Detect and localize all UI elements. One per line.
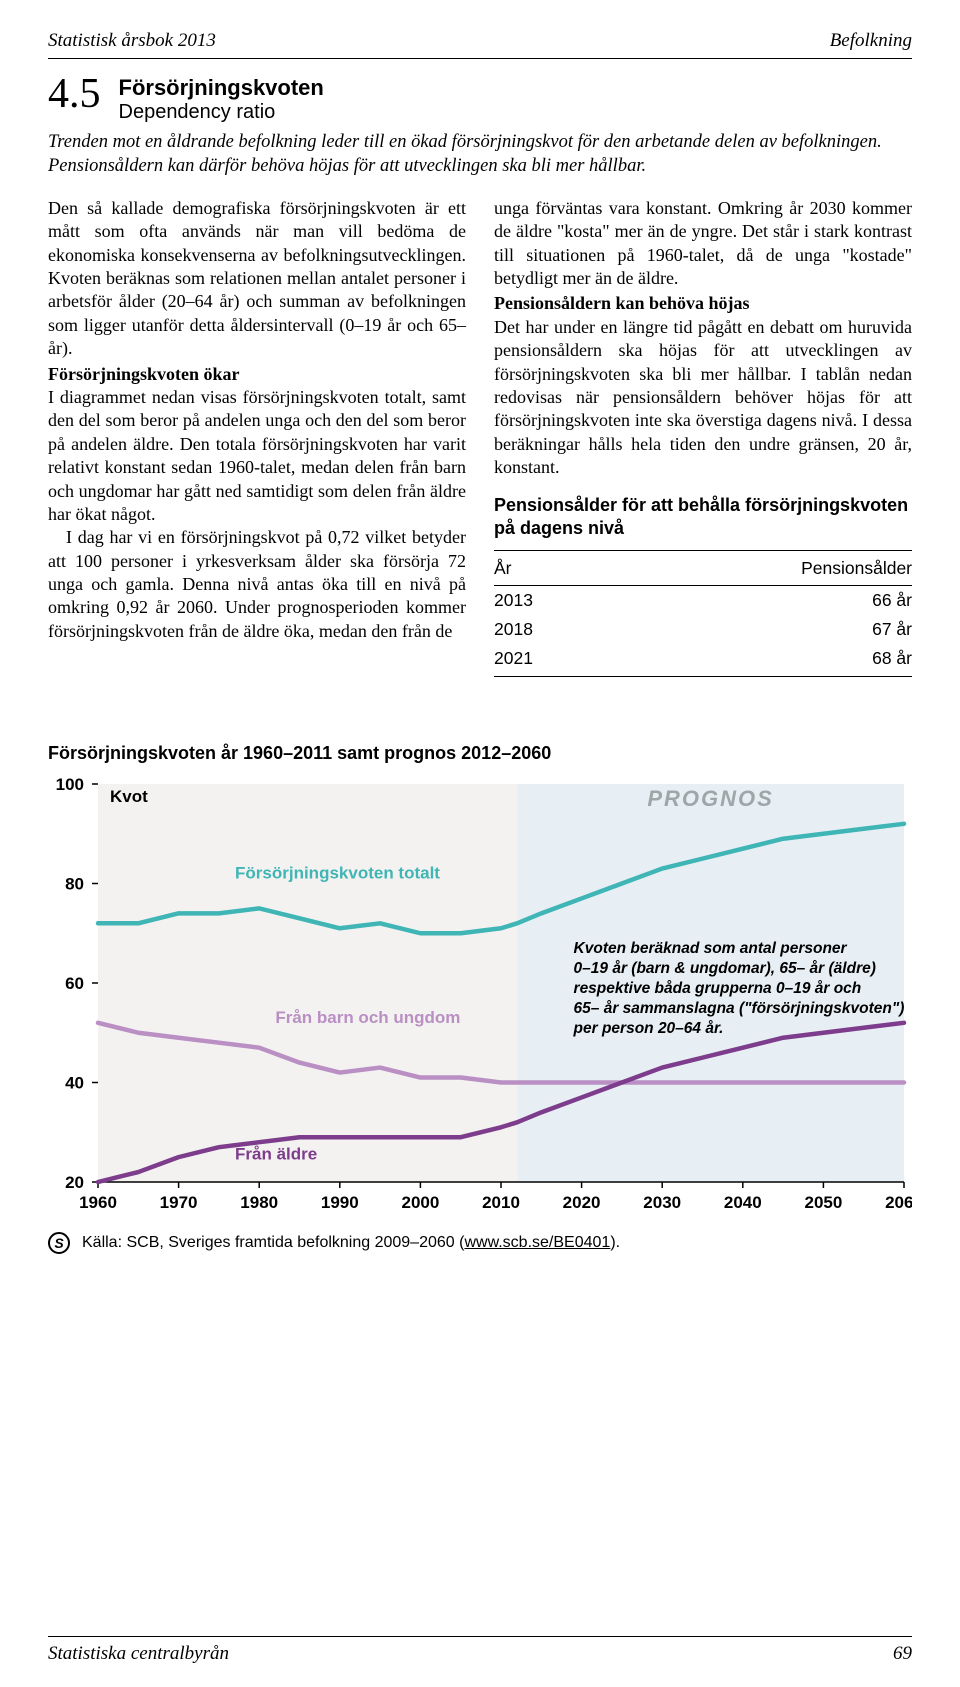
svg-text:80: 80 (65, 874, 84, 893)
chart-section: Försörjningskvoten år 1960–2011 samt pro… (48, 743, 912, 1254)
svg-text:Kvot: Kvot (110, 787, 148, 806)
svg-text:100: 100 (56, 775, 84, 794)
svg-text:40: 40 (65, 1073, 84, 1092)
svg-text:1980: 1980 (240, 1193, 278, 1212)
cell-age: 67 år (603, 615, 912, 644)
section-title: Försörjningskvoten (119, 75, 324, 101)
section-number: 4.5 (48, 73, 101, 115)
svg-text:1990: 1990 (321, 1193, 359, 1212)
svg-text:PROGNOS: PROGNOS (647, 786, 773, 811)
svg-text:60: 60 (65, 974, 84, 993)
footer-right: 69 (893, 1643, 912, 1665)
left-p2: I diagrammet nedan visas försörjningskvo… (48, 386, 466, 526)
source-row: S Källa: SCB, Sveriges framtida befolkni… (48, 1232, 912, 1254)
header-right: Befolkning (830, 30, 912, 52)
right-column: unga förväntas vara konstant. Omkring år… (494, 197, 912, 677)
svg-text:0–19 år (barn & ungdomar), 65–: 0–19 år (barn & ungdomar), 65– år (äldre… (574, 960, 876, 977)
svg-text:Kvoten beräknad som antal pers: Kvoten beräknad som antal personer (574, 940, 848, 957)
svg-text:2050: 2050 (804, 1193, 842, 1212)
cell-age: 66 år (603, 586, 912, 615)
table-title: Pensionsålder för att behålla försörjnin… (494, 494, 912, 540)
left-column: Den så kallade demografiska försörjnings… (48, 197, 466, 677)
svg-text:2060: 2060 (885, 1193, 912, 1212)
dependency-ratio-chart: 2040608010019601970198019902000201020202… (48, 770, 912, 1212)
cell-year: 2018 (494, 615, 603, 644)
footer-left: Statistiska centralbyrån (48, 1643, 229, 1665)
svg-text:2040: 2040 (724, 1193, 762, 1212)
th-year: År (494, 550, 603, 586)
svg-text:Från barn och ungdom: Från barn och ungdom (275, 1007, 460, 1026)
cell-year: 2013 (494, 586, 603, 615)
th-age: Pensionsålder (603, 550, 912, 586)
table-row: 201366 år (494, 586, 912, 615)
left-p3: I dag har vi en försörjningskvot på 0,72… (48, 526, 466, 643)
right-subhead: Pensionsåldern kan behöva höjas (494, 292, 912, 315)
svg-text:65– år sammanslagna ("försörjn: 65– år sammanslagna ("försörjningskvoten… (574, 1000, 905, 1017)
svg-text:per person 20–64 år.: per person 20–64 år. (573, 1020, 724, 1037)
right-p1: unga förväntas vara konstant. Omkring år… (494, 197, 912, 291)
header-left: Statistisk årsbok 2013 (48, 30, 216, 52)
table-row: 202168 år (494, 644, 912, 676)
right-p2: Det har under en längre tid pågått en de… (494, 316, 912, 480)
page-footer: Statistiska centralbyrån 69 (48, 1636, 912, 1665)
svg-text:20: 20 (65, 1173, 84, 1192)
svg-text:Från äldre: Från äldre (235, 1144, 317, 1163)
svg-text:1960: 1960 (79, 1193, 117, 1212)
svg-text:1970: 1970 (160, 1193, 198, 1212)
intro-paragraph: Trenden mot en åldrande befolkning leder… (48, 130, 912, 179)
pension-table: År Pensionsålder 201366 år201867 år20216… (494, 550, 912, 677)
chart-container: 2040608010019601970198019902000201020202… (48, 770, 912, 1212)
source-icon: S (48, 1232, 70, 1254)
cell-year: 2021 (494, 644, 603, 676)
cell-age: 68 år (603, 644, 912, 676)
section-heading: 4.5 Försörjningskvoten Dependency ratio (48, 73, 912, 124)
svg-text:2000: 2000 (401, 1193, 439, 1212)
svg-text:2030: 2030 (643, 1193, 681, 1212)
page-header: Statistisk årsbok 2013 Befolkning (48, 30, 912, 52)
svg-text:2010: 2010 (482, 1193, 520, 1212)
chart-title: Försörjningskvoten år 1960–2011 samt pro… (48, 743, 912, 764)
left-p1: Den så kallade demografiska försörjnings… (48, 197, 466, 361)
source-text: Källa: SCB, Sveriges framtida befolkning… (82, 1234, 620, 1252)
table-row: 201867 år (494, 615, 912, 644)
svg-text:Försörjningskvoten totalt: Försörjningskvoten totalt (235, 863, 440, 882)
section-subtitle: Dependency ratio (119, 101, 324, 124)
header-rule (48, 58, 912, 59)
left-subhead: Försörjningskvoten ökar (48, 363, 466, 386)
body-columns: Den så kallade demografiska försörjnings… (48, 197, 912, 677)
source-link[interactable]: www.scb.se/BE0401 (464, 1234, 610, 1251)
svg-text:2020: 2020 (563, 1193, 601, 1212)
svg-text:respektive båda grupperna 0–19: respektive båda grupperna 0–19 år och (574, 980, 862, 997)
